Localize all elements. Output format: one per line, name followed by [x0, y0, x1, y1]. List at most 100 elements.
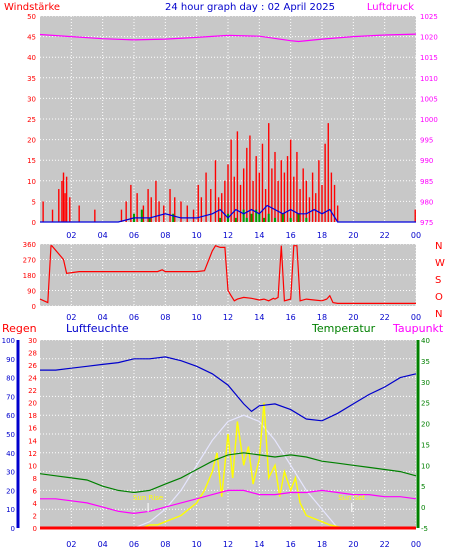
temp-x-tick-label: 18	[317, 540, 327, 549]
wind-x-tick-label: 18	[317, 231, 327, 240]
rain-y-tick-label: 6	[33, 487, 38, 495]
temperature-y-tick-label: 5	[421, 483, 425, 491]
humidity-y-tick-label: 40	[6, 450, 15, 458]
direction-x-tick-label: 18	[317, 313, 327, 322]
label-rain: Regen	[2, 322, 37, 335]
wind-x-tick-label: 20	[348, 231, 358, 240]
pressure-y-tick-label: 1005	[420, 95, 438, 103]
sun-annotation-label: Sun Set	[338, 494, 365, 502]
pressure-y-tick-label: 1015	[420, 54, 438, 62]
humidity-y-tick-label: 70	[6, 393, 15, 401]
wind-x-tick-label: 04	[98, 231, 108, 240]
rain-y-tick-label: 12	[28, 450, 37, 458]
pressure-y-tick-label: 995	[420, 137, 433, 145]
dewpoint-line	[40, 489, 417, 515]
direction-x-tick-label: 20	[348, 313, 358, 322]
temperature-y-tick-label: 15	[421, 441, 430, 449]
temp-x-tick-label: 08	[160, 540, 170, 549]
humidity-y-tick-label: 50	[6, 431, 15, 439]
humidity-y-tick-label: 0	[11, 525, 15, 533]
wind-x-tick-label: 14	[254, 231, 264, 240]
rain-y-tick-label: 4	[33, 500, 38, 508]
temperature-y-tick-label: 35	[421, 358, 430, 366]
direction-x-tick-label: 10	[192, 313, 202, 322]
wind-y-tick-label: 10	[27, 178, 36, 186]
direction-x-tick-label: 22	[380, 313, 390, 322]
wind-y-tick-label: 35	[27, 75, 36, 83]
humidity-y-tick-label: 10	[6, 506, 15, 514]
solar-line	[141, 402, 346, 529]
wind-y-tick-label: 5	[32, 198, 36, 206]
header-right-label: Luftdruck	[367, 2, 414, 13]
direction-y-tick-label: 180	[23, 272, 36, 280]
wind-x-tick-label: 12	[223, 231, 233, 240]
wind-x-tick-label: 22	[380, 231, 390, 240]
wind-y-tick-label: 50	[27, 13, 36, 21]
rain-y-tick-label: 20	[28, 400, 37, 408]
temp-x-tick-label: 06	[129, 540, 139, 549]
pressure-y-tick-label: 1020	[420, 34, 438, 42]
temp-x-tick-label: 16	[286, 540, 296, 549]
temp-x-tick-label: 00	[411, 540, 421, 549]
rain-y-tick-label: 30	[28, 337, 37, 345]
rain-y-tick-label: 8	[33, 475, 37, 483]
compass-tick-label: W	[435, 258, 445, 269]
compass-tick-label: O	[435, 292, 443, 303]
temp-x-tick-label: 02	[66, 540, 76, 549]
humidity-y-tick-label: 20	[6, 487, 15, 495]
humidity-y-tick-label: 80	[6, 375, 15, 383]
rain-y-tick-label: 10	[28, 462, 37, 470]
rain-y-tick-label: 14	[28, 437, 37, 445]
temperature-y-tick-label: -5	[421, 525, 428, 533]
direction-x-tick-label: 06	[129, 313, 139, 322]
temperature-y-tick-label: 40	[421, 337, 430, 345]
wind-x-tick-label: 00	[411, 231, 421, 240]
wind-x-tick-label: 02	[66, 231, 76, 240]
temperature-y-tick-label: 30	[421, 379, 430, 387]
temperature-line	[39, 452, 417, 494]
gust-average-line	[40, 204, 416, 223]
pressure-y-tick-label: 975	[420, 219, 433, 227]
rain-y-tick-label: 2	[33, 512, 37, 520]
temp-x-tick-label: 10	[192, 540, 202, 549]
humidity-y-tick-label: 60	[6, 412, 15, 420]
rain-y-tick-label: 18	[28, 412, 37, 420]
header-left-label: Windstärke	[4, 2, 60, 13]
pressure-y-tick-label: 1025	[420, 13, 438, 21]
humidity-y-tick-label: 30	[6, 469, 15, 477]
rain-y-tick-label: 28	[28, 350, 37, 358]
wind-y-tick-label: 25	[27, 116, 36, 124]
header-title: 24 hour graph day : 02 April 2025	[165, 2, 335, 13]
label-dewpoint: Taupunkt	[392, 322, 444, 335]
direction-x-tick-label: 00	[411, 313, 421, 322]
pressure-y-tick-label: 1000	[420, 116, 438, 124]
temperature-y-tick-label: 25	[421, 400, 430, 408]
pressure-line	[39, 33, 417, 43]
temperature-y-tick-label: 0	[421, 504, 425, 512]
direction-x-tick-label: 02	[66, 313, 76, 322]
wind-x-tick-label: 16	[286, 231, 296, 240]
direction-x-tick-label: 04	[98, 313, 108, 322]
rain-y-tick-label: 24	[28, 375, 37, 383]
temperature-y-tick-label: 10	[421, 462, 430, 470]
wind-direction-line	[39, 244, 416, 304]
wind-y-tick-label: 15	[27, 157, 36, 165]
temp-x-tick-label: 20	[348, 540, 358, 549]
wind-x-tick-label: 08	[160, 231, 170, 240]
direction-x-tick-label: 08	[160, 313, 170, 322]
direction-x-tick-label: 12	[223, 313, 233, 322]
rain-y-tick-label: 26	[28, 362, 37, 370]
temp-x-tick-label: 22	[380, 540, 390, 549]
wind-x-tick-label: 10	[192, 231, 202, 240]
compass-tick-label: N	[435, 309, 442, 320]
compass-tick-label: S	[435, 275, 441, 286]
rain-y-tick-label: 22	[28, 387, 37, 395]
temp-x-tick-label: 12	[223, 540, 233, 549]
wind-y-tick-label: 20	[27, 137, 36, 145]
label-temperature: Temperatur	[311, 322, 376, 335]
pressure-y-tick-label: 990	[420, 157, 433, 165]
pressure-y-tick-label: 1010	[420, 75, 438, 83]
